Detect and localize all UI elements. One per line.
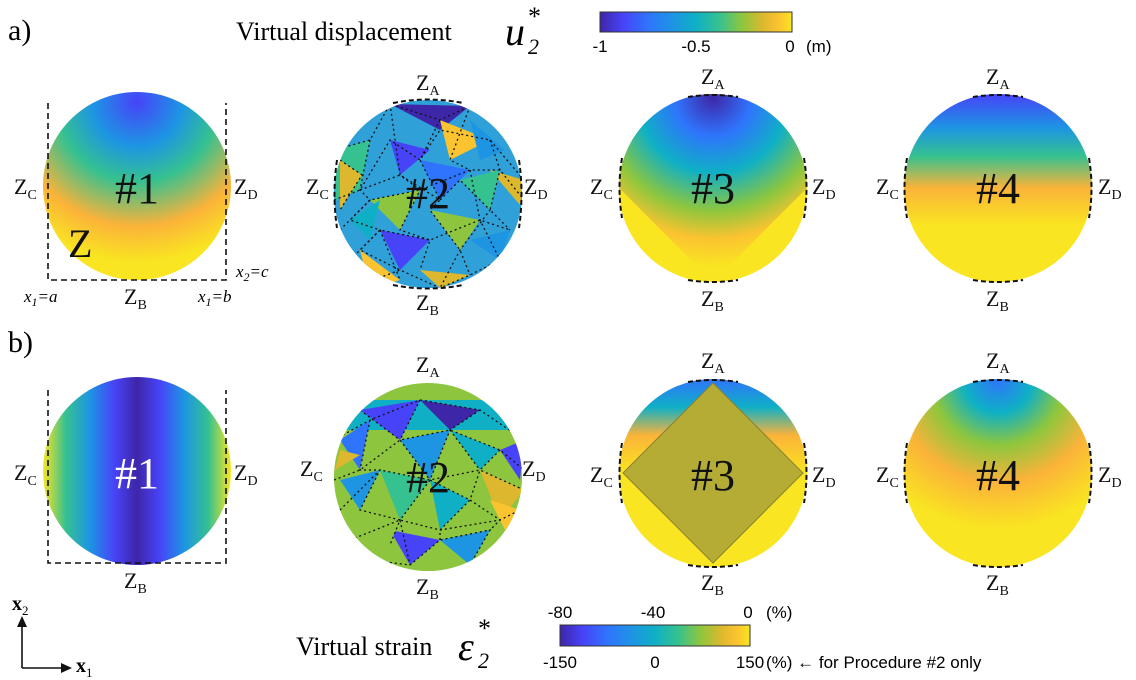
procedure-label: #1 (115, 164, 159, 213)
zone-label-a: ZA (416, 70, 440, 99)
strain-title-text: Virtual strain (296, 632, 432, 661)
zone-label-c: ZC (14, 460, 37, 489)
displacement-colorbar-tick: -0.5 (681, 37, 710, 56)
displacement-title: Virtual displacement u 2 * (236, 2, 541, 59)
procedure-label: #3 (691, 164, 735, 213)
zone-label-c: ZC (876, 462, 899, 491)
zone-label-d: ZD (524, 174, 548, 203)
zone-label-d: ZD (1098, 462, 1122, 491)
zone-label-a: ZA (986, 64, 1010, 93)
zone-label-b: ZB (416, 574, 439, 603)
displacement-title-text: Virtual displacement (236, 17, 453, 46)
panel-label-b: b) (8, 326, 33, 359)
procedure-label: #2 (406, 169, 450, 218)
coordinate-axes: x2 x1 (12, 593, 93, 680)
procedure-label: #4 (976, 164, 1020, 213)
strain-title-symbol: ε (458, 624, 474, 669)
displacement-colorbar-tick: -1 (592, 37, 607, 56)
zone-label-d: ZD (234, 174, 258, 203)
procedure-label: #2 (406, 453, 450, 502)
displacement-title-sub: 2 (528, 34, 539, 59)
zone-label-d: ZD (812, 174, 836, 203)
strain-colorbar-bottom-unit: (%) ← for Procedure #2 only (766, 653, 982, 672)
strain-colorbar-top-tick: -40 (641, 603, 666, 622)
zone-label-d: ZD (234, 460, 258, 489)
zone-label-b: ZB (701, 286, 724, 315)
zone-label-c: ZC (876, 174, 899, 203)
strain-title: Virtual strain ε 2 * (296, 614, 491, 673)
boundary-labels: x1=a x1=b x2=c (23, 262, 269, 309)
region-label: Z (68, 221, 92, 266)
zone-label-d: ZD (522, 456, 546, 485)
strain-circle-2: #2 (334, 383, 522, 571)
displacement-colorbar-gradient (599, 11, 793, 33)
disp-circle-1: #1 Z (43, 92, 231, 281)
displacement-title-sup: * (528, 2, 541, 31)
zone-label-c: ZC (306, 174, 329, 203)
disp-circle-2: #2 (334, 100, 522, 288)
arrow-right-icon (61, 663, 72, 673)
displacement-title-symbol: u (505, 9, 525, 54)
zone-label-b: ZB (416, 290, 439, 319)
strain-overlay-diamond (622, 382, 804, 564)
zone-label-b: ZB (124, 284, 147, 313)
zone-label-c: ZC (300, 456, 323, 485)
strain-colorbar-top-tick: 0 (743, 603, 752, 622)
strain-circle-1: #1 (43, 377, 231, 565)
zone-label-d: ZD (1098, 174, 1122, 203)
strain-colorbar-bottom-tick: -150 (543, 653, 577, 672)
zone-labels: ZC ZD ZB ZA ZC ZD ZB ZA ZC ZD ZB ZA ZC Z… (14, 64, 1122, 603)
strain-colorbar: -80 -40 0 (%) -150 0 150 (%) ← for Proce… (543, 603, 982, 672)
strain-circle-4: #4 (904, 379, 1092, 567)
strain-colorbar-bottom-tick: 0 (650, 653, 659, 672)
strain-colorbar-top-unit: (%) (766, 603, 792, 622)
procedure-label: #3 (691, 451, 735, 500)
zone-label-c: ZC (14, 174, 37, 203)
zone-label-a: ZA (416, 352, 440, 381)
axis-label-x1: x1 (76, 655, 93, 680)
zone-label-c: ZC (590, 462, 613, 491)
svg-text:x1=b: x1=b (197, 287, 232, 309)
zone-label-b: ZB (124, 568, 147, 597)
strain-title-sub: 2 (478, 648, 489, 673)
panel-label-a: a) (8, 14, 31, 47)
zone-label-a: ZA (986, 348, 1010, 377)
displacement-colorbar: -1 -0.5 0 (m) (592, 11, 831, 56)
zone-label-b: ZB (986, 570, 1009, 599)
strain-colorbar-top-tick: -80 (548, 603, 573, 622)
zone-boundaries (333, 94, 1093, 568)
svg-text:x1=a: x1=a (23, 287, 58, 309)
zone-label-b: ZB (701, 570, 724, 599)
zone-label-d: ZD (812, 462, 836, 491)
svg-text:x2=c: x2=c (235, 262, 269, 284)
strain-title-sup: * (478, 614, 491, 643)
strain-circle-3: #3 (619, 379, 807, 567)
strain-colorbar-gradient (559, 624, 751, 647)
arrow-up-icon (17, 616, 27, 627)
displacement-colorbar-unit: (m) (806, 37, 831, 56)
zone-label-b: ZB (986, 286, 1009, 315)
zone-label-c: ZC (590, 174, 613, 203)
axis-label-x2: x2 (12, 593, 29, 618)
disp-circle-3: #3 (619, 94, 807, 282)
zone-label-a: ZA (701, 64, 725, 93)
procedure-label: #4 (976, 451, 1020, 500)
disp-circle-4: #4 (904, 94, 1092, 282)
zone-label-a: ZA (701, 348, 725, 377)
strain-colorbar-bottom-tick: 150 (736, 653, 764, 672)
procedure-label: #1 (115, 449, 159, 498)
displacement-colorbar-tick: 0 (785, 37, 794, 56)
